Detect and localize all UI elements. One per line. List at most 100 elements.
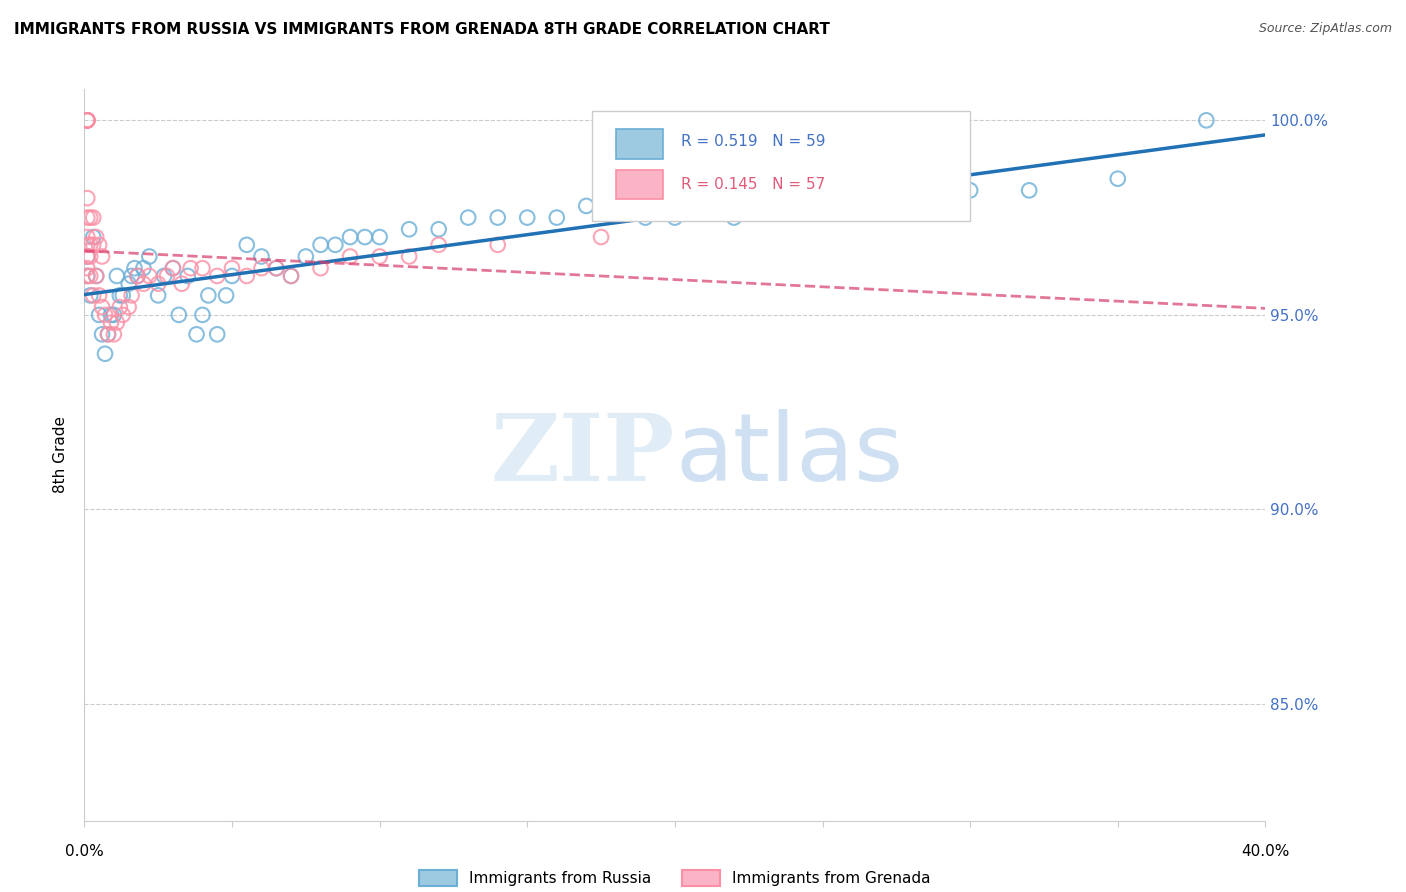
Point [79, 211, 101, 225]
Text: IMMIGRANTS FROM RUSSIA VS IMMIGRANTS FROM GRENADA 8TH GRADE CORRELATION CHART: IMMIGRANTS FROM RUSSIA VS IMMIGRANTS FRO… [14, 22, 830, 37]
Point [664, 211, 686, 225]
Point [79, 268, 101, 283]
Point [91, 300, 114, 314]
Point [76, 261, 98, 276]
Point [162, 261, 184, 276]
Point [264, 261, 288, 276]
Point [76, 113, 98, 128]
Point [132, 277, 155, 291]
Point [634, 211, 657, 225]
Point [959, 183, 981, 197]
Text: Source: ZipAtlas.com: Source: ZipAtlas.com [1258, 22, 1392, 36]
Point [156, 268, 179, 283]
Text: R = 0.145   N = 57: R = 0.145 N = 57 [681, 177, 825, 192]
FancyBboxPatch shape [616, 129, 664, 159]
Point [309, 261, 332, 276]
Point [91, 250, 114, 264]
Legend: Immigrants from Russia, Immigrants from Grenada: Immigrants from Russia, Immigrants from … [419, 871, 931, 886]
Point [205, 327, 228, 342]
Point [1018, 183, 1040, 197]
Point [782, 199, 804, 213]
Point [191, 308, 214, 322]
Point [295, 250, 318, 264]
Point [91, 327, 114, 342]
Point [108, 300, 131, 314]
Point [177, 268, 200, 283]
Point [1195, 113, 1218, 128]
Point [427, 222, 450, 236]
Point [900, 191, 922, 205]
Point [339, 250, 361, 264]
Point [76, 113, 98, 128]
Point [82, 211, 104, 225]
Point [221, 261, 243, 276]
Point [236, 237, 259, 252]
Point [236, 268, 259, 283]
Point [1107, 171, 1129, 186]
Point [148, 277, 170, 291]
Point [221, 268, 243, 283]
Point [97, 327, 120, 342]
Point [486, 211, 509, 225]
Point [138, 250, 160, 264]
Point [124, 261, 146, 276]
Point [105, 316, 128, 330]
Point [486, 237, 509, 252]
Point [76, 113, 98, 128]
Point [94, 308, 117, 322]
Point [89, 288, 111, 302]
FancyBboxPatch shape [592, 112, 970, 221]
Text: R = 0.519   N = 59: R = 0.519 N = 59 [681, 135, 825, 149]
Point [264, 261, 288, 276]
Point [323, 237, 347, 252]
Point [121, 268, 143, 283]
Point [76, 113, 98, 128]
Point [100, 308, 122, 322]
Point [108, 288, 131, 302]
FancyBboxPatch shape [616, 169, 664, 199]
Point [76, 250, 98, 264]
Point [76, 268, 98, 283]
Point [76, 268, 98, 283]
Point [76, 113, 98, 128]
Point [94, 347, 117, 361]
Point [398, 222, 420, 236]
Point [76, 230, 98, 244]
Point [127, 268, 149, 283]
Point [118, 277, 141, 291]
Point [84, 268, 107, 283]
Point [82, 288, 104, 302]
Point [280, 268, 302, 283]
Point [427, 237, 450, 252]
Point [97, 327, 120, 342]
Point [205, 268, 228, 283]
Point [339, 230, 361, 244]
Point [76, 113, 98, 128]
Point [79, 237, 101, 252]
Point [591, 230, 613, 244]
Point [103, 327, 125, 342]
Text: 40.0%: 40.0% [1241, 844, 1289, 859]
Point [516, 211, 538, 225]
Point [250, 261, 273, 276]
Point [250, 250, 273, 264]
Point [121, 288, 143, 302]
Point [197, 288, 219, 302]
Point [841, 199, 863, 213]
Point [170, 277, 193, 291]
Point [76, 237, 98, 252]
Point [84, 230, 107, 244]
Point [76, 250, 98, 264]
Text: ZIP: ZIP [491, 410, 675, 500]
Point [162, 261, 184, 276]
Point [309, 237, 332, 252]
Point [546, 211, 568, 225]
Point [280, 268, 302, 283]
Point [100, 316, 122, 330]
Point [111, 308, 134, 322]
Text: atlas: atlas [675, 409, 903, 501]
Point [79, 288, 101, 302]
Point [127, 268, 149, 283]
Point [368, 250, 391, 264]
Point [132, 261, 155, 276]
